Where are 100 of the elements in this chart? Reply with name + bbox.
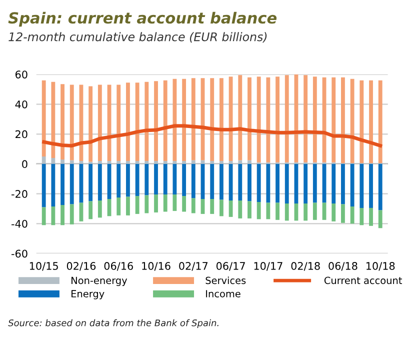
bar [228,200,233,217]
bar [341,77,345,164]
y-tick-label: 20 [16,130,28,138]
y-tick-label: 60 [16,70,28,78]
bar [60,204,64,226]
bar [79,202,84,222]
bar [266,164,270,203]
bar [219,160,224,164]
bar [144,164,149,196]
bar [284,75,289,162]
x-tick-label: 10/17 [254,262,282,271]
bar [210,78,214,161]
bar [238,164,242,201]
bar [116,160,121,164]
bar [276,164,280,203]
bar [350,206,354,224]
bar [144,160,149,164]
bar [191,160,196,164]
bar [144,82,149,161]
legend-label: Non-energy [72,276,128,286]
bar [98,200,102,218]
legend-label: Income [206,290,240,298]
bar [219,200,224,216]
bar [248,164,252,202]
legend-label: Services [206,276,246,284]
bar [70,204,74,224]
bar [219,78,224,161]
bar [210,164,214,200]
bar [378,164,382,210]
bar [284,203,289,221]
bar [219,164,224,200]
bar [163,160,168,164]
bar [51,206,56,226]
bar [228,76,233,161]
x-tick-label: 06/16 [104,262,133,271]
bar [191,164,196,198]
bar [238,160,242,164]
bar [70,164,74,204]
bar [126,196,130,216]
bar [378,210,382,228]
bar [312,164,317,203]
bar [200,199,205,214]
y-tick-label: -40 [12,220,28,228]
chart-subtitle: 12-month cumulative balance (EUR billions) [8,32,267,43]
chart-title: Spain: current account balance [8,12,277,27]
bar [182,160,186,164]
bar [182,196,186,212]
x-tick-label: 02/18 [291,262,320,271]
bar [172,164,177,195]
x-tick-label: 10/16 [142,262,170,271]
bar [248,77,252,160]
bar [360,164,364,208]
bar [163,194,168,212]
legend-label: Energy [72,290,104,300]
x-tick-label: 02/17 [179,262,208,271]
x-tick-label: 10/18 [366,262,395,271]
bar [238,200,242,218]
bar [116,164,121,198]
bar [98,160,102,164]
bar [135,196,140,214]
bar [126,82,130,161]
bar [154,194,158,212]
x-tick-label: 02/16 [66,262,96,271]
bar [154,81,158,161]
bar [116,198,121,216]
bar [135,82,140,161]
bar [304,164,308,204]
bar [154,164,158,195]
bar [332,203,336,222]
bar [266,202,270,220]
y-tick-label: -60 [12,250,28,258]
bar [60,159,64,164]
bar [182,78,186,161]
bar [350,164,354,206]
bar [70,160,74,164]
line-series [42,124,382,148]
bar [248,160,252,164]
bar [70,84,74,160]
bar [135,160,140,164]
bar [42,80,46,156]
bar [98,164,102,201]
bar [369,80,373,164]
bar [42,156,46,164]
bar [304,203,308,221]
bar [266,77,270,162]
bar [256,202,261,220]
bar [360,80,364,164]
bar [238,75,242,160]
bar [210,199,214,214]
bar [360,208,364,226]
bar [228,164,233,201]
bar [116,84,121,161]
bar [200,160,205,164]
bar [144,195,149,214]
y-tick-label: 40 [15,100,28,108]
bar [312,76,317,162]
bar [228,160,233,164]
bar [191,198,196,214]
y-tick-label: -20 [12,190,28,198]
source-note: Source: based on data from the Bank of Spain. [8,319,218,328]
